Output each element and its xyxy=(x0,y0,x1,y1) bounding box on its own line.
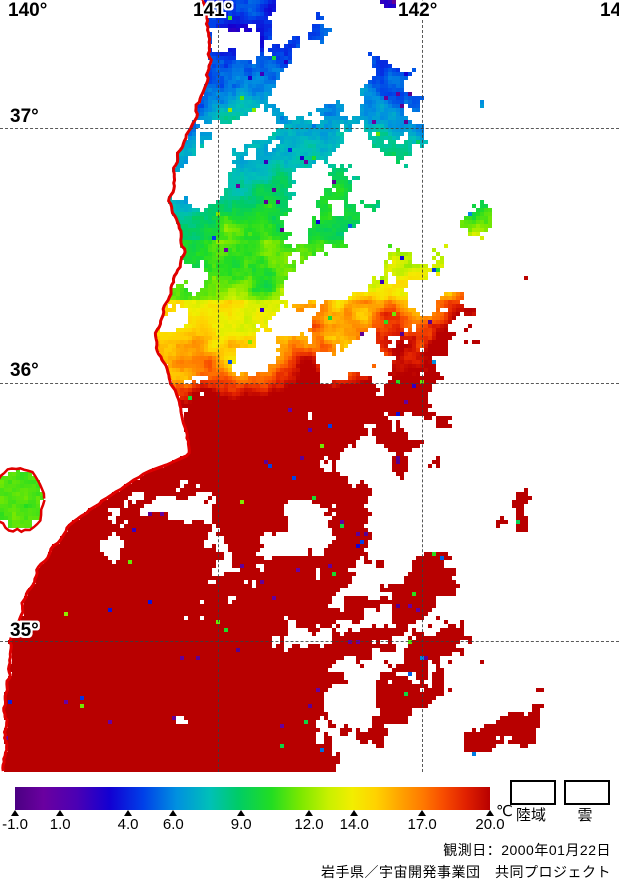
colorbar-tick-mark-3 xyxy=(169,810,178,816)
temperature-colorbar xyxy=(15,787,490,810)
colorbar-tick-label-0: -1.0 xyxy=(2,816,28,833)
longitude-label-0: 140° xyxy=(8,0,48,21)
colorbar-tick-label-8: 20.0 xyxy=(475,816,505,833)
colorbar-tick-label-4: 9.0 xyxy=(230,816,252,833)
colorbar-tick-label-6: 14.0 xyxy=(339,816,369,833)
mask-swatch-box-0 xyxy=(510,780,556,805)
longitude-label-2: 142° xyxy=(398,0,438,21)
colorbar-wrap xyxy=(15,787,490,810)
organization-credit-text: 岩手県／宇宙開発事業団 共同プロジェクト xyxy=(321,864,611,880)
sst-heatmap-canvas xyxy=(0,0,619,772)
longitude-label-3: 14 xyxy=(600,0,619,21)
colorbar-tick-mark-8 xyxy=(486,810,494,816)
longitude-label-1: 141° xyxy=(193,0,233,21)
latitude-label-0: 37° xyxy=(10,106,39,127)
colorbar-tick-mark-6 xyxy=(350,810,359,816)
mask-swatch-label-1: 雲 xyxy=(577,807,593,824)
latitude-label-2: 35° xyxy=(10,620,39,641)
colorbar-tick-label-7: 17.0 xyxy=(407,816,437,833)
colorbar-tick-mark-1 xyxy=(56,810,65,816)
colorbar-tick-label-2: 4.0 xyxy=(117,816,139,833)
colorbar-tick-mark-5 xyxy=(305,810,314,816)
colorbar-tick-mark-4 xyxy=(237,810,246,816)
mask-swatch-label-0: 陸域 xyxy=(515,807,547,824)
colorbar-tick-mark-2 xyxy=(124,810,133,816)
temperature-unit-label: ℃ xyxy=(496,803,513,820)
map-area[interactable]: 140° 141° 142° 14 37° 36° 35° xyxy=(0,0,619,772)
colorbar-tick-label-3: 6.0 xyxy=(162,816,184,833)
colorbar-tick-mark-0 xyxy=(11,810,19,816)
mask-swatch-box-1 xyxy=(564,780,610,805)
colorbar-tick-label-1: 1.0 xyxy=(49,816,71,833)
colorbar-tick-label-5: 12.0 xyxy=(294,816,324,833)
latitude-label-1: 36° xyxy=(10,360,39,381)
observation-date-text: 観測日：2000年01月22日 xyxy=(443,842,611,858)
colorbar-tick-mark-7 xyxy=(418,810,427,816)
